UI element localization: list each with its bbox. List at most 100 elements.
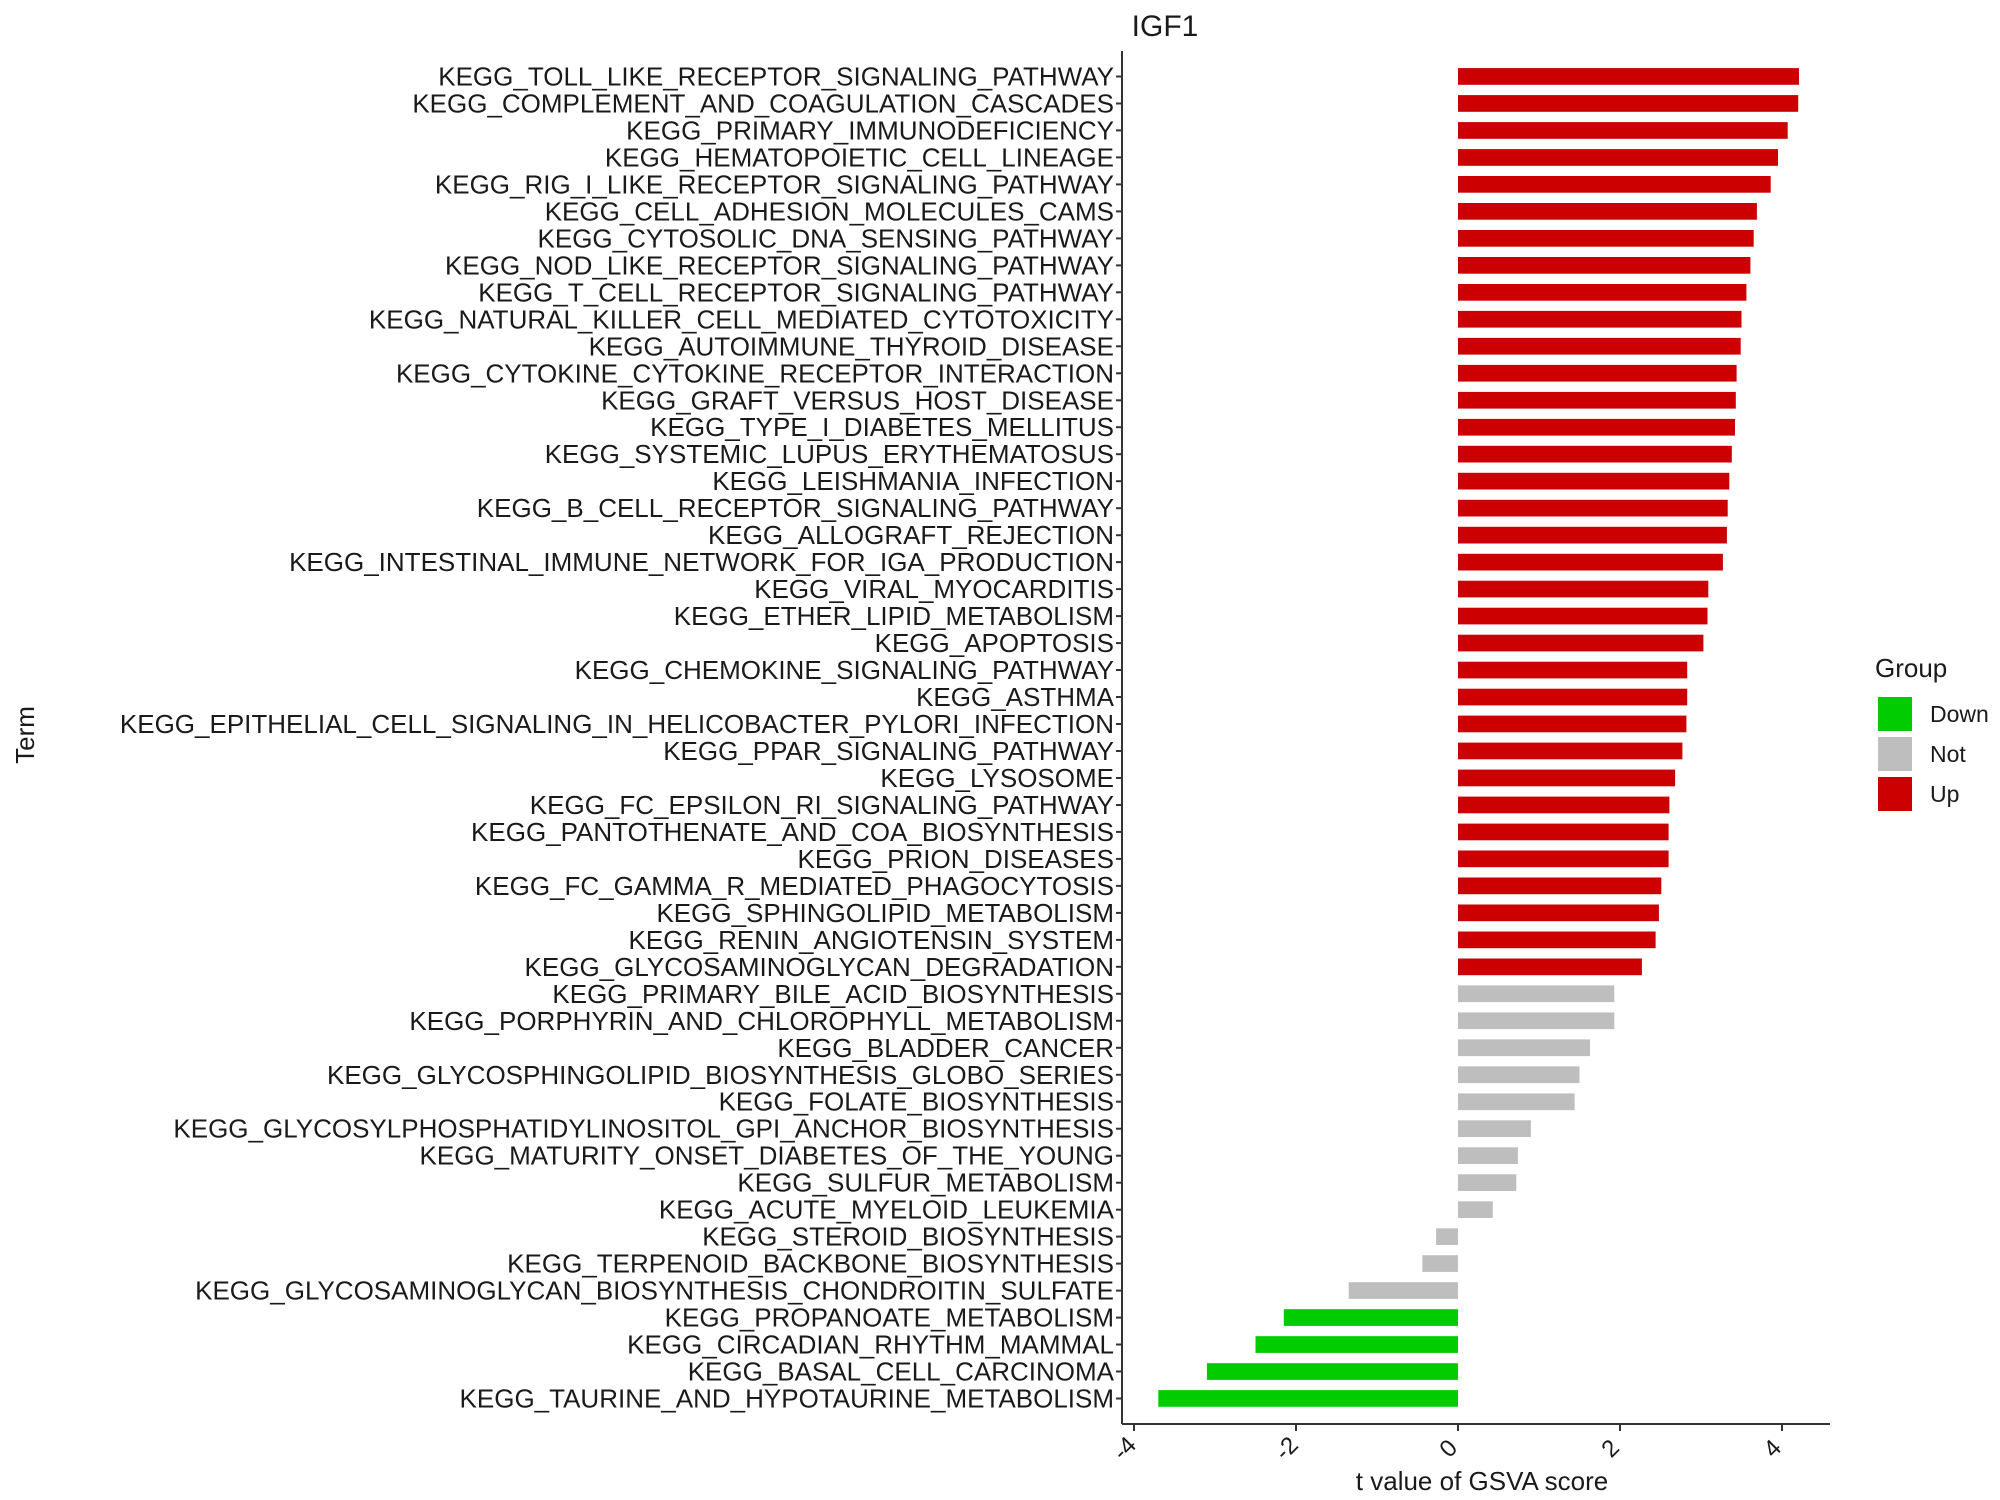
bar — [1458, 95, 1799, 112]
term-label: KEGG_CHEMOKINE_SIGNALING_PATHWAY — [575, 655, 1114, 685]
bar — [1458, 176, 1771, 193]
legend-swatch-not — [1878, 737, 1912, 771]
term-label: KEGG_LEISHMANIA_INFECTION — [712, 466, 1114, 496]
term-label: KEGG_B_CELL_RECEPTOR_SIGNALING_PATHWAY — [477, 493, 1114, 523]
term-label: KEGG_LYSOSOME — [880, 763, 1114, 793]
bar — [1458, 823, 1669, 841]
bar — [1458, 1066, 1580, 1084]
x-tick-label: 4 — [1758, 1434, 1787, 1463]
bar — [1458, 850, 1669, 868]
legend-label-down: Down — [1930, 701, 1989, 727]
term-label: KEGG_PORPHYRIN_AND_CHLOROPHYLL_METABOLIS… — [409, 1006, 1114, 1036]
legend-swatch-down — [1878, 697, 1912, 731]
bar — [1283, 1309, 1458, 1326]
bar — [1458, 122, 1788, 139]
bar — [1422, 1255, 1458, 1272]
bar — [1458, 958, 1642, 976]
bar — [1458, 68, 1799, 85]
term-label: KEGG_APOPTOSIS — [875, 628, 1114, 658]
bar — [1458, 499, 1728, 517]
bar — [1458, 149, 1778, 166]
x-axis-title: t value of GSVA score — [1356, 1466, 1608, 1496]
term-label: KEGG_STEROID_BIOSYNTHESIS — [702, 1222, 1114, 1252]
bar — [1458, 661, 1688, 679]
bar — [1458, 310, 1742, 328]
bar — [1458, 472, 1730, 490]
bar — [1458, 391, 1736, 409]
bar — [1458, 257, 1751, 274]
term-label: KEGG_SPHINGOLIPID_METABOLISM — [656, 898, 1114, 928]
bar — [1458, 1120, 1531, 1137]
term-label: KEGG_CYTOKINE_CYTOKINE_RECEPTOR_INTERACT… — [396, 358, 1114, 388]
term-label: KEGG_GRAFT_VERSUS_HOST_DISEASE — [601, 385, 1114, 415]
bar — [1458, 580, 1709, 598]
legend: Group Down Not Up — [1875, 653, 1989, 811]
legend-label-up: Up — [1930, 781, 1959, 807]
term-label: KEGG_GLYCOSPHINGOLIPID_BIOSYNTHESIS_GLOB… — [327, 1060, 1114, 1090]
term-label: KEGG_SULFUR_METABOLISM — [737, 1168, 1114, 1198]
term-label: KEGG_FC_GAMMA_R_MEDIATED_PHAGOCYTOSIS — [475, 871, 1114, 901]
bar — [1206, 1363, 1458, 1380]
x-tick-label: 2 — [1596, 1434, 1625, 1463]
term-label: KEGG_NATURAL_KILLER_CELL_MEDIATED_CYTOTO… — [369, 304, 1114, 334]
x-tick-label: -2 — [1270, 1432, 1304, 1466]
term-label: KEGG_ASTHMA — [916, 682, 1115, 712]
x-tick-label: -4 — [1108, 1432, 1142, 1466]
term-label: KEGG_PANTOTHENATE_AND_COA_BIOSYNTHESIS — [471, 817, 1114, 847]
bar — [1458, 203, 1757, 220]
bar — [1458, 284, 1747, 301]
bar — [1458, 1093, 1575, 1111]
bar — [1348, 1282, 1458, 1299]
term-label: KEGG_GLYCOSAMINOGLYCAN_DEGRADATION — [525, 952, 1114, 982]
bar — [1458, 553, 1723, 571]
term-label: KEGG_BASAL_CELL_CARCINOMA — [688, 1357, 1115, 1387]
term-label: KEGG_TAURINE_AND_HYPOTAURINE_METABOLISM — [460, 1384, 1114, 1414]
bar — [1458, 418, 1735, 436]
bar — [1458, 1201, 1493, 1218]
term-label: KEGG_TOLL_LIKE_RECEPTOR_SIGNALING_PATHWA… — [438, 62, 1114, 92]
term-label: KEGG_RIG_I_LIKE_RECEPTOR_SIGNALING_PATHW… — [435, 169, 1114, 199]
legend-title: Group — [1875, 653, 1947, 683]
term-label: KEGG_PPAR_SIGNALING_PATHWAY — [663, 736, 1114, 766]
bar — [1458, 445, 1732, 463]
bar — [1255, 1336, 1458, 1353]
term-label: KEGG_CELL_ADHESION_MOLECULES_CAMS — [545, 196, 1114, 226]
term-label: KEGG_PRIMARY_BILE_ACID_BIOSYNTHESIS — [552, 979, 1114, 1009]
bar — [1458, 230, 1754, 247]
term-labels-layer: KEGG_TOLL_LIKE_RECEPTOR_SIGNALING_PATHWA… — [120, 62, 1115, 1414]
term-label: KEGG_TERPENOID_BACKBONE_BIOSYNTHESIS — [507, 1249, 1114, 1279]
bars-layer — [1158, 68, 1799, 1407]
bar — [1458, 1147, 1518, 1164]
term-label: KEGG_VIRAL_MYOCARDITIS — [754, 574, 1114, 604]
term-label: KEGG_SYSTEMIC_LUPUS_ERYTHEMATOSUS — [545, 439, 1114, 469]
term-label: KEGG_ETHER_LIPID_METABOLISM — [674, 601, 1114, 631]
term-label: KEGG_PRIMARY_IMMUNODEFICIENCY — [626, 115, 1114, 145]
bar — [1458, 1174, 1517, 1191]
bar — [1458, 715, 1687, 733]
term-label: KEGG_GLYCOSAMINOGLYCAN_BIOSYNTHESIS_CHON… — [195, 1276, 1114, 1306]
bar — [1458, 607, 1708, 625]
term-label: KEGG_ALLOGRAFT_REJECTION — [708, 520, 1114, 550]
chart-title: IGF1 — [1132, 10, 1199, 43]
term-label: KEGG_INTESTINAL_IMMUNE_NETWORK_FOR_IGA_P… — [289, 547, 1114, 577]
term-label: KEGG_FOLATE_BIOSYNTHESIS — [719, 1087, 1114, 1117]
bar — [1458, 337, 1741, 355]
bar — [1458, 931, 1656, 949]
bar — [1158, 1390, 1458, 1407]
bar — [1436, 1228, 1458, 1245]
term-label: KEGG_FC_EPSILON_RI_SIGNALING_PATHWAY — [530, 790, 1114, 820]
x-tick-label: 0 — [1434, 1434, 1463, 1463]
bar — [1458, 769, 1676, 787]
bar — [1458, 985, 1615, 1003]
bar — [1458, 688, 1688, 706]
term-label: KEGG_BLADDER_CANCER — [777, 1033, 1114, 1063]
bar — [1458, 796, 1670, 814]
term-label: KEGG_T_CELL_RECEPTOR_SIGNALING_PATHWAY — [478, 277, 1114, 307]
bar — [1458, 1039, 1590, 1057]
bar — [1458, 877, 1662, 895]
term-label: KEGG_ACUTE_MYELOID_LEUKEMIA — [659, 1195, 1115, 1225]
y-axis-title: Term — [10, 706, 40, 764]
term-label: KEGG_GLYCOSYLPHOSPHATIDYLINOSITOL_GPI_AN… — [173, 1114, 1114, 1144]
